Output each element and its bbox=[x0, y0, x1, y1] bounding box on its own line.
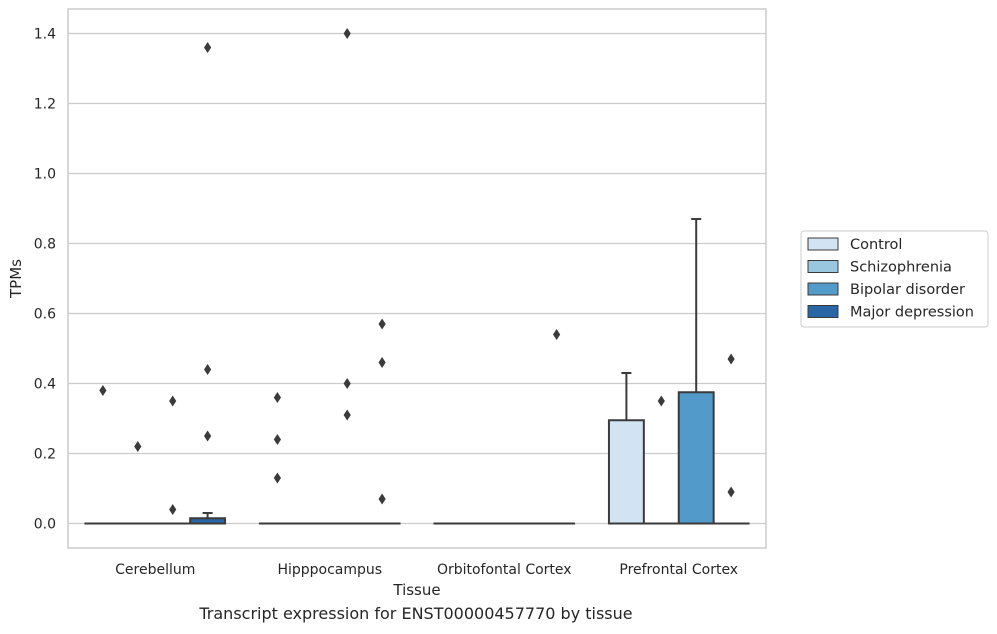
outlier-point bbox=[204, 430, 212, 442]
legend-frame bbox=[800, 230, 989, 328]
y-tick-label: 0.6 bbox=[34, 307, 56, 323]
legend-swatch bbox=[807, 305, 839, 318]
legend-label: Schizophrenia bbox=[850, 260, 952, 276]
bar bbox=[677, 391, 715, 525]
legend-label: Bipolar disorder bbox=[850, 282, 965, 298]
outlier-point bbox=[727, 486, 735, 498]
y-axis-label: TPMs bbox=[7, 259, 25, 299]
legend: Control Schizophrenia Bipolar disorder Majo… bbox=[800, 230, 989, 328]
outlier-point bbox=[204, 364, 212, 375]
legend-swatch bbox=[807, 260, 839, 273]
gridlines bbox=[68, 32, 766, 525]
outlier-point bbox=[169, 504, 177, 515]
plot-frame bbox=[67, 8, 767, 549]
legend-label: Major depression bbox=[850, 305, 974, 321]
outlier-point bbox=[378, 493, 386, 505]
outlier-point bbox=[273, 392, 281, 403]
legend-swatch bbox=[807, 237, 839, 251]
y-tick-label: 0.0 bbox=[34, 517, 56, 533]
y-tick-label: 1.4 bbox=[34, 27, 56, 43]
chart: 0.0 0.2 0.4 0.6 0.8 1.0 1.2 1.4 Cerebellum Hippp… bbox=[7, 8, 989, 599]
bar bbox=[607, 419, 645, 525]
outlier-point bbox=[378, 318, 386, 330]
outlier-point bbox=[273, 472, 281, 484]
x-axis-label: Tissue bbox=[392, 581, 440, 599]
outlier-point bbox=[169, 395, 177, 407]
y-tick-label: 0.8 bbox=[34, 237, 56, 253]
x-tick-label: Prefrontal Cortex bbox=[619, 562, 738, 578]
x-tick-label: Orbitofontal Cortex bbox=[437, 562, 572, 578]
y-tick-label: 0.2 bbox=[34, 447, 56, 463]
outlier-point bbox=[727, 353, 735, 365]
outlier-point bbox=[273, 434, 281, 445]
outlier-point bbox=[343, 409, 351, 421]
x-tick-labels: Cerebellum Hipppocampus Orbitofontal Corte… bbox=[115, 562, 738, 578]
bar bbox=[189, 517, 227, 525]
y-tick-label: 1.2 bbox=[34, 97, 56, 113]
legend-swatch bbox=[807, 282, 839, 296]
chart-caption: Transcript expression for ENST0000045777… bbox=[199, 604, 633, 623]
outlier-point bbox=[99, 385, 107, 396]
legend-label: Control bbox=[850, 237, 902, 253]
bars bbox=[84, 218, 750, 525]
outlier-point bbox=[343, 378, 351, 389]
outlier-point bbox=[553, 329, 561, 340]
y-tick-label: 1.0 bbox=[34, 167, 56, 183]
outlier-point bbox=[134, 441, 142, 452]
outlier-point bbox=[343, 28, 351, 39]
outlier-point bbox=[204, 42, 212, 53]
outlier-point bbox=[657, 395, 665, 407]
outliers bbox=[99, 28, 735, 515]
x-tick-label: Hipppocampus bbox=[277, 562, 382, 578]
y-tick-labels: 0.0 0.2 0.4 0.6 0.8 1.0 1.2 1.4 bbox=[34, 27, 56, 533]
outlier-point bbox=[378, 357, 386, 368]
y-tick-label: 0.4 bbox=[34, 377, 56, 393]
x-tick-label: Cerebellum bbox=[115, 562, 195, 578]
